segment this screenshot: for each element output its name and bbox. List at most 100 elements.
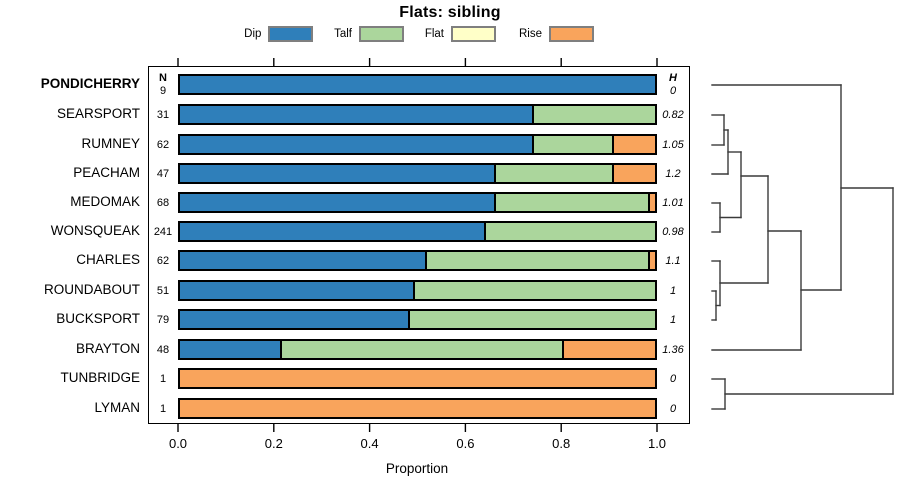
legend-item-flat: Flat [384, 25, 500, 42]
bar-segment-dip [180, 106, 532, 123]
tick-label-0.8: 0.8 [552, 436, 571, 451]
h-value: 1.36 [662, 344, 684, 356]
n-value: 62 [156, 255, 170, 267]
h-column-header: H [669, 72, 677, 84]
row-label-wonsqueak: WONSQUEAK [50, 223, 140, 238]
tick-label-0.4: 0.4 [360, 436, 379, 451]
bar-segment-talf [531, 106, 655, 123]
n-value: 47 [156, 168, 170, 180]
legend-label: Talf [334, 27, 352, 40]
n-value: 48 [156, 344, 170, 356]
h-value: 0 [669, 85, 677, 97]
bar-segment-talf [424, 252, 648, 269]
n-value: 241 [153, 226, 173, 238]
bar-segment-rise [562, 341, 655, 358]
legend-label: Flat [424, 27, 444, 40]
row-label-searsport: SEARSPORT [56, 106, 140, 121]
n-value: 62 [156, 139, 170, 151]
bar-segment-dip [180, 223, 484, 240]
bar-segment-talf [412, 282, 655, 299]
plot-frame [148, 66, 690, 424]
bar-segment-dip [180, 252, 425, 269]
bar-segment-dip [180, 194, 494, 211]
bar-segment-talf [279, 341, 563, 358]
n-value: 9 [159, 85, 167, 97]
row-label-bucksport: BUCKSPORT [56, 311, 140, 326]
bar-segment-rise [180, 400, 655, 417]
bar-segment-rise [612, 165, 655, 182]
x-axis-title: Proportion [385, 461, 449, 476]
h-value: 1.1 [665, 255, 681, 267]
stacked-bar-tunbridge [178, 368, 657, 389]
stacked-bar-lyman [178, 398, 657, 419]
n-value: 31 [156, 109, 170, 121]
row-label-roundabout: ROUNDABOUT [43, 282, 140, 297]
row-label-rumney: RUMNEY [81, 136, 140, 151]
legend-swatch-dip [268, 25, 313, 42]
legend-swatch-rise [549, 25, 594, 42]
bar-segment-talf [484, 223, 655, 240]
row-label-medomak: MEDOMAK [70, 194, 140, 209]
h-value: 0.98 [662, 226, 684, 238]
h-value: 1 [669, 314, 677, 326]
tick-label-0.2: 0.2 [264, 436, 283, 451]
bar-segment-dip [180, 341, 280, 358]
bar-segment-rise [180, 370, 655, 387]
bar-segment-talf [493, 165, 613, 182]
bar-segment-rise [647, 194, 655, 211]
bar-segment-dip [180, 136, 532, 153]
n-value: 79 [156, 314, 170, 326]
stacked-bar-bucksport [178, 309, 657, 330]
tick-label-0.0: 0.0 [168, 436, 188, 451]
n-value: 1 [159, 373, 167, 385]
stacked-bar-peacham [178, 163, 657, 184]
row-label-lyman: LYMAN [94, 400, 140, 415]
stacked-bar-charles [178, 250, 657, 271]
h-value: 0.82 [662, 109, 684, 121]
legend-label: Rise [518, 27, 542, 40]
h-value: 1 [669, 285, 677, 297]
legend-item-rise: Rise [482, 25, 597, 42]
bar-segment-dip [180, 311, 408, 328]
stacked-bar-pondicherry [178, 74, 657, 95]
bar-segment-dip [180, 76, 655, 93]
stacked-bar-wonsqueak [178, 221, 657, 242]
stacked-bar-roundabout [178, 280, 657, 301]
n-value: 51 [156, 285, 170, 297]
stacked-bar-brayton [178, 339, 657, 360]
row-label-tunbridge: TUNBRIDGE [60, 370, 140, 385]
n-value: 68 [156, 197, 170, 209]
legend-swatch-talf [359, 25, 404, 42]
legend-item-dip: Dip [202, 25, 313, 42]
h-value: 1.01 [662, 197, 684, 209]
tick-label-1.0: 1.0 [647, 436, 667, 451]
n-column-header: N [159, 72, 167, 84]
bar-segment-talf [531, 136, 613, 153]
stacked-bar-rumney [178, 134, 657, 155]
tick-label-0.6: 0.6 [456, 436, 475, 451]
stacked-bar-medomak [178, 192, 657, 213]
bar-segment-dip [180, 165, 494, 182]
bar-segment-rise [612, 136, 655, 153]
chart-title: Flats: sibling [399, 4, 501, 21]
legend-item-talf: Talf [292, 25, 407, 42]
h-value: 0 [669, 403, 677, 415]
h-value: 1.05 [662, 139, 684, 151]
h-value: 1.2 [665, 168, 681, 180]
row-label-peacham: PEACHAM [73, 165, 140, 180]
row-label-charles: CHARLES [76, 252, 140, 267]
bar-segment-talf [408, 311, 655, 328]
bar-segment-talf [493, 194, 648, 211]
bar-segment-dip [180, 282, 413, 299]
legend-swatch-flat [451, 25, 496, 42]
row-label-brayton: BRAYTON [75, 341, 140, 356]
n-value: 1 [159, 403, 167, 415]
stacked-bar-searsport [178, 104, 657, 125]
bar-segment-rise [647, 252, 655, 269]
h-value: 0 [669, 373, 677, 385]
row-label-pondicherry: PONDICHERRY [40, 76, 140, 91]
legend-label: Dip [244, 27, 262, 40]
